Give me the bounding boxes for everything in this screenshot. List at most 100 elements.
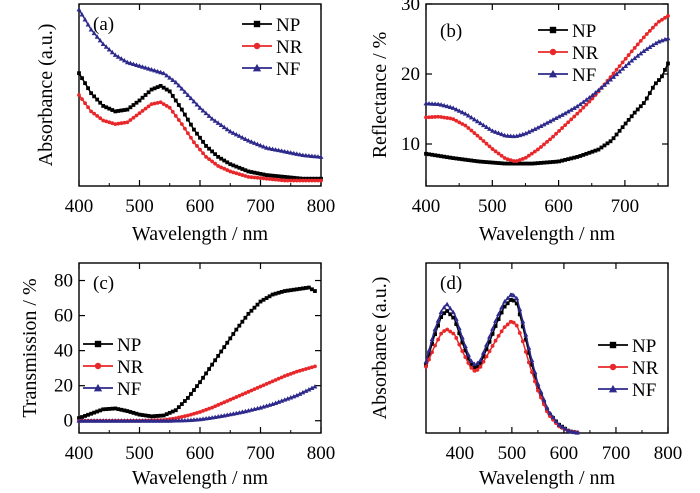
data-point-nf	[444, 103, 450, 109]
data-point-nr	[626, 53, 631, 57]
data-point-np	[466, 356, 471, 361]
data-point-np	[578, 154, 583, 158]
data-point-nf	[505, 133, 511, 138]
series-line-np	[425, 297, 580, 434]
data-point-nf	[602, 82, 607, 87]
data-point-np	[433, 153, 437, 158]
data-point-np	[186, 396, 190, 400]
data-point-nf	[493, 318, 499, 323]
data-point-np	[276, 174, 281, 179]
data-point-nr	[258, 384, 263, 389]
data-point-np	[623, 121, 628, 126]
data-point-nf	[143, 65, 149, 70]
data-point-np	[593, 148, 598, 153]
data-point-np	[267, 294, 272, 299]
data-point-np	[620, 125, 625, 130]
data-point-nr	[436, 114, 440, 119]
data-point-nf	[273, 147, 279, 152]
data-point-np	[294, 287, 299, 292]
data-point-nr	[657, 19, 661, 24]
data-point-nr	[660, 17, 664, 22]
data-point-np	[116, 407, 121, 412]
data-point-nf	[179, 86, 185, 91]
data-point-nf	[441, 304, 447, 310]
data-point-nf	[230, 130, 236, 135]
data-point-nr	[654, 22, 658, 27]
data-point-nr	[548, 137, 552, 142]
data-point-np	[155, 414, 160, 418]
data-point-nr	[572, 114, 577, 119]
data-point-np	[131, 410, 136, 415]
data-point-nr	[267, 380, 272, 385]
data-point-nr	[307, 178, 311, 183]
data-point-nr	[575, 111, 580, 116]
data-point-nr	[313, 364, 317, 369]
data-point-np	[107, 407, 112, 411]
data-point-nr	[119, 121, 124, 126]
data-point-np	[433, 332, 437, 337]
data-point-nf	[641, 48, 647, 53]
data-point-nf	[562, 426, 568, 431]
data-point-np	[249, 308, 254, 313]
data-point-nr	[307, 366, 311, 371]
data-point-nr	[303, 367, 308, 371]
data-point-np	[478, 159, 483, 164]
series-nf	[76, 6, 324, 159]
data-point-nr	[261, 176, 266, 181]
data-point-nr	[252, 387, 257, 392]
y-tick-label: 40	[54, 341, 73, 362]
data-point-nr	[554, 131, 558, 136]
legend-label-nr: NR	[276, 37, 303, 58]
data-point-nf	[176, 82, 182, 88]
data-point-nr	[95, 114, 100, 118]
data-point-nf	[261, 144, 266, 149]
legend-label-nr: NR	[117, 357, 144, 378]
data-point-np	[566, 157, 571, 162]
data-point-np	[246, 169, 251, 174]
data-point-nr	[249, 388, 254, 393]
data-point-np	[98, 408, 103, 413]
data-point-nf	[499, 131, 505, 137]
data-point-nr	[454, 336, 459, 340]
data-point-nr	[469, 128, 474, 133]
y-tick-label: 0	[64, 411, 74, 432]
data-point-np	[626, 117, 631, 122]
data-point-nf	[245, 138, 251, 143]
data-point-np	[536, 385, 540, 390]
x-tick-label: 700	[246, 443, 275, 464]
data-point-nf	[173, 79, 179, 85]
legend-label-nf: NF	[117, 379, 141, 400]
data-point-nr	[158, 100, 163, 105]
data-point-np	[282, 175, 287, 179]
data-point-nr	[288, 178, 293, 183]
data-point-nr	[86, 105, 90, 110]
data-point-nr	[231, 396, 236, 401]
data-point-nr	[460, 122, 465, 126]
data-point-nf	[212, 118, 218, 123]
data-point-nr	[279, 375, 284, 380]
series-line-nr	[425, 15, 669, 163]
data-point-nf	[614, 71, 620, 77]
data-point-np	[167, 410, 172, 415]
series-nr	[77, 364, 317, 423]
data-point-nf	[462, 343, 468, 348]
data-point-np	[605, 141, 610, 146]
data-point-np	[584, 151, 589, 156]
data-point-nr	[273, 378, 278, 382]
data-point-nf	[487, 334, 492, 339]
data-point-nr	[161, 102, 166, 106]
data-point-np	[104, 407, 109, 412]
data-point-nf	[79, 11, 85, 17]
data-point-np	[270, 173, 275, 178]
data-point-nf	[288, 150, 294, 155]
data-point-nr	[475, 133, 480, 138]
data-point-np	[654, 81, 658, 86]
data-point-nf	[592, 90, 598, 95]
data-point-np	[472, 158, 477, 163]
data-point-np	[255, 171, 260, 176]
data-point-np	[602, 143, 607, 148]
data-point-nr	[234, 395, 239, 399]
data-point-nf	[441, 102, 447, 108]
data-point-np	[243, 315, 248, 320]
data-point-nf	[309, 385, 315, 390]
